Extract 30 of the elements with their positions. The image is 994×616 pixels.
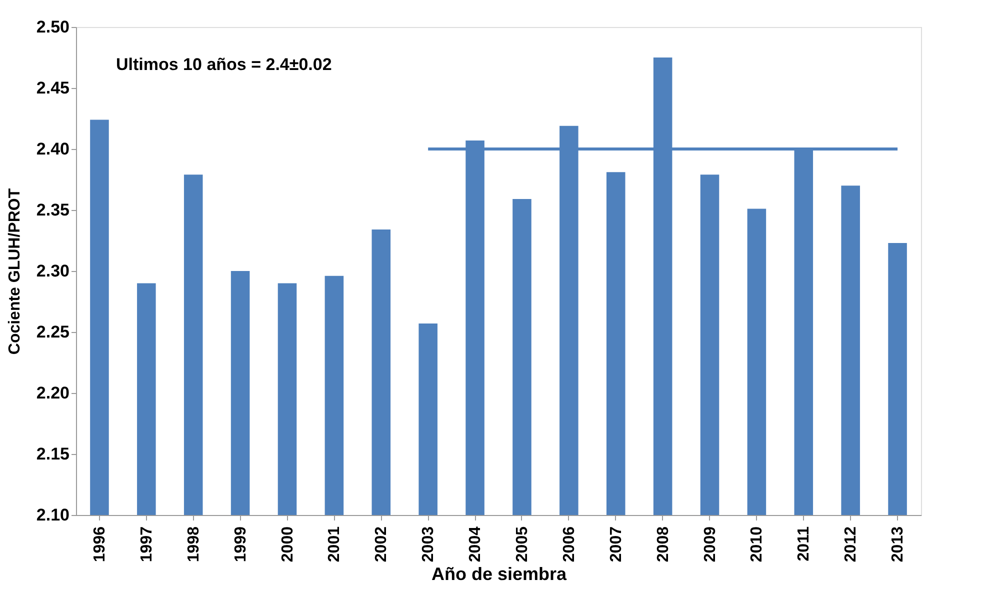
y-tick-label: 2.15 (36, 444, 70, 464)
x-tick-label: 2003 (420, 526, 438, 562)
x-tick-label: 1997 (138, 526, 156, 562)
x-axis-title: Año de siembra (431, 564, 568, 584)
x-tick-label: 1999 (232, 526, 250, 562)
x-tick-label: 2012 (842, 526, 860, 562)
x-tick-label: 2004 (467, 526, 484, 562)
annotation: Ultimos 10 años = 2.4±0.02 (116, 55, 332, 74)
x-tick-label: 1996 (91, 526, 108, 562)
y-tick-label: 2.30 (36, 262, 70, 280)
y-tick-label: 2.25 (36, 322, 70, 342)
y-tick-label: 2.20 (36, 384, 70, 402)
x-tick-label: 2009 (702, 526, 719, 562)
x-tick-label: 2006 (560, 526, 578, 562)
y-tick-label: 2.50 (36, 18, 70, 36)
x-tick-label: 2005 (514, 526, 531, 562)
y-tick-label: 2.35 (36, 200, 70, 220)
x-tick-label: 2008 (654, 526, 672, 562)
x-tick-label: 1998 (185, 526, 202, 562)
x-tick-label: 2011 (796, 526, 813, 562)
y-tick-label: 2.10 (36, 506, 70, 524)
x-tick-label: 2001 (326, 526, 344, 562)
x-tick-label: 2007 (608, 526, 625, 562)
x-tick-label: 2013 (890, 526, 907, 562)
y-tick-label: 2.40 (36, 140, 70, 158)
x-tick-label: 2002 (373, 526, 390, 562)
x-tick-label: 2000 (279, 526, 296, 562)
y-tick-label: 2.45 (36, 78, 70, 98)
y-axis-title: Cociente GLUH/PROT (6, 188, 24, 355)
x-tick-label: 2010 (748, 526, 766, 562)
